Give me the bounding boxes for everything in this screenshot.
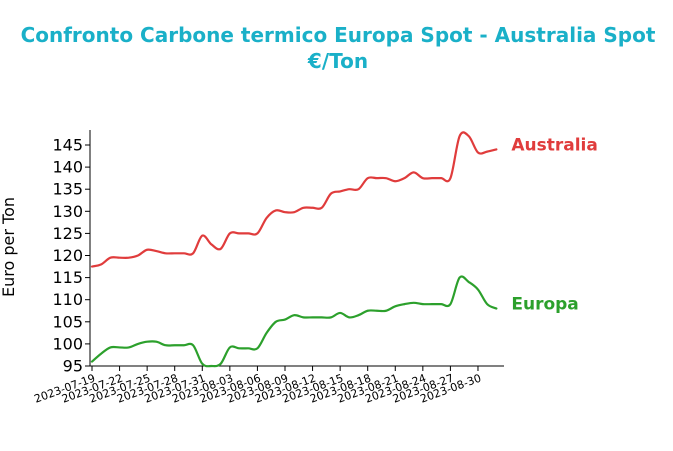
y-tick-label: 110	[52, 290, 83, 309]
y-tick-label: 125	[52, 224, 83, 243]
chart-title-line1: Confronto Carbone termico Europa Spot - …	[20, 23, 656, 47]
y-tick-label: 95	[63, 357, 83, 376]
y-tick-label: 140	[52, 158, 83, 177]
y-tick-label: 120	[52, 246, 83, 265]
series-line-australia	[90, 131, 498, 268]
series-label-australia: Australia	[511, 135, 598, 155]
y-tick-label: 115	[52, 268, 83, 287]
series-label-europa: Europa	[511, 295, 578, 315]
y-tick-label: 135	[52, 180, 83, 199]
series-lines	[90, 131, 498, 368]
series-labels: Australia Europa	[511, 135, 598, 314]
y-tick-label: 100	[52, 334, 83, 353]
y-axis-title: Euro per Ton	[0, 197, 18, 297]
chart-title: Confronto Carbone termico Europa Spot - …	[0, 22, 673, 74]
axes: 951001051101151201251301351401452023-07-…	[32, 130, 504, 406]
series-line-europa	[90, 275, 498, 368]
y-tick-label: 145	[52, 136, 83, 155]
chart-title-line2: €/Ton	[307, 49, 369, 73]
y-tick-label: 105	[52, 312, 83, 331]
y-tick-label: 130	[52, 202, 83, 221]
